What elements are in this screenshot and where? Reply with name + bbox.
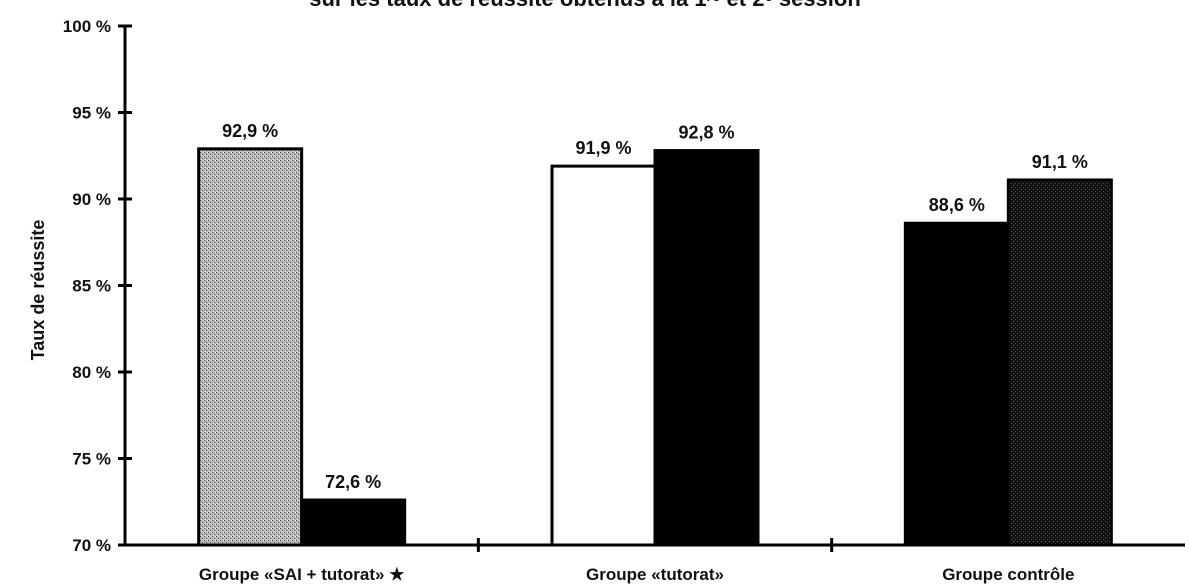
y-tick-label: 90 % bbox=[72, 190, 111, 209]
bar bbox=[197, 147, 304, 547]
data-label: 72,6 % bbox=[325, 472, 381, 492]
bar bbox=[903, 221, 1010, 547]
category-label: Groupe contrôle bbox=[942, 565, 1074, 584]
bar bbox=[1006, 178, 1113, 547]
data-label: 92,9 % bbox=[222, 121, 278, 141]
data-label: 91,9 % bbox=[575, 138, 631, 158]
bars bbox=[197, 147, 1113, 547]
bar bbox=[550, 164, 657, 547]
bar bbox=[653, 149, 760, 547]
y-tick-label: 95 % bbox=[72, 104, 111, 123]
data-label: 88,6 % bbox=[929, 195, 985, 215]
y-tick-label: 75 % bbox=[72, 450, 111, 469]
category-label: Groupe «SAI + tutorat» ★ bbox=[199, 565, 405, 584]
y-tick-label: 100 % bbox=[63, 17, 111, 36]
data-label: 92,8 % bbox=[678, 123, 734, 143]
category-label: Groupe «tutorat» bbox=[586, 565, 724, 584]
chart-title: sur les taux de réussite obtenus à la 1ʳ… bbox=[309, 0, 861, 11]
y-axis-label: Taux de réussite bbox=[28, 220, 48, 361]
data-label: 91,1 % bbox=[1032, 152, 1088, 172]
y-tick-label: 80 % bbox=[72, 363, 111, 382]
data-labels: 92,9 % 72,6 % 91,9 % 92,8 % 88,6 % 91,1 % bbox=[222, 121, 1088, 492]
bar bbox=[300, 498, 407, 547]
y-tick-label: 70 % bbox=[72, 536, 111, 555]
y-tick-label: 85 % bbox=[72, 277, 111, 296]
